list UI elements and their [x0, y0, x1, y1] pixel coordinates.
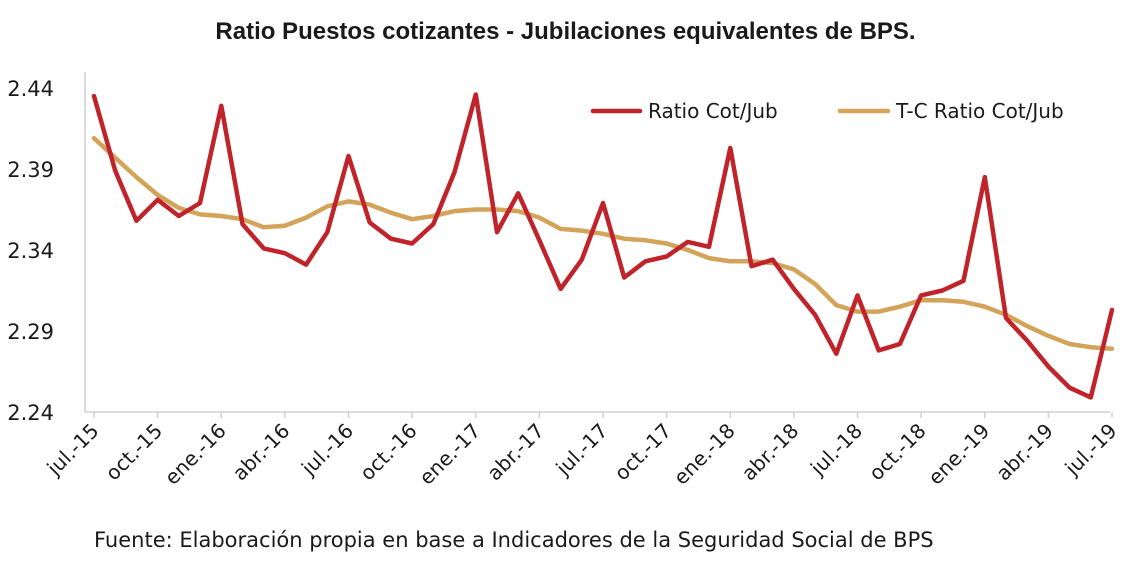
x-tick-label: oct.-15 [101, 419, 168, 486]
chart-legend: Ratio Cot/Jub T-C Ratio Cot/Jub [590, 99, 1064, 123]
chart-source-note: Fuente: Elaboración propia en base a Ind… [94, 528, 934, 552]
y-tick-label: 2.24 [7, 401, 54, 425]
x-tick-label: jul.-16 [296, 419, 358, 481]
x-tick-label: jul.-17 [550, 419, 612, 481]
chart-title: Ratio Puestos cotizantes - Jubilaciones … [215, 18, 916, 45]
y-tick-label: 2.34 [7, 239, 54, 263]
x-tick-label: abr.-18 [737, 419, 804, 486]
legend-label: Ratio Cot/Jub [648, 99, 778, 123]
x-tick-label: oct.-17 [610, 419, 677, 486]
chart-axes [84, 72, 1110, 413]
line-chart: 2.442.392.342.292.24 jul.-15oct.-15ene.-… [7, 72, 1122, 490]
x-tick-label: jul.-15 [41, 419, 103, 481]
x-tick-label: jul.-18 [805, 419, 867, 481]
chart-series [91, 92, 1115, 400]
x-tick-label: ene.-19 [923, 419, 994, 490]
x-tick-label: oct.-16 [355, 419, 422, 486]
x-tick-label: jul.-19 [1059, 419, 1121, 481]
x-tick-label: oct.-18 [864, 419, 931, 486]
series-line-ratio [91, 92, 1115, 400]
x-tick-label: ene.-17 [414, 419, 485, 490]
y-axis-tick-labels: 2.44 2.39 2.34 2.29 2.24 [7, 77, 54, 425]
x-tick-label: ene.-18 [669, 419, 740, 490]
legend-label: T-C Ratio Cot/Jub [895, 99, 1064, 123]
x-tick-label: abr.-19 [991, 419, 1058, 486]
x-tick-label: abr.-17 [482, 419, 549, 486]
y-tick-label: 2.29 [7, 320, 54, 344]
y-tick-label: 2.39 [7, 158, 54, 182]
x-tick-label: abr.-16 [228, 419, 295, 486]
x-tick-label: ene.-16 [160, 419, 231, 490]
y-tick-label: 2.44 [7, 77, 54, 101]
series-line-trend [91, 135, 1115, 352]
